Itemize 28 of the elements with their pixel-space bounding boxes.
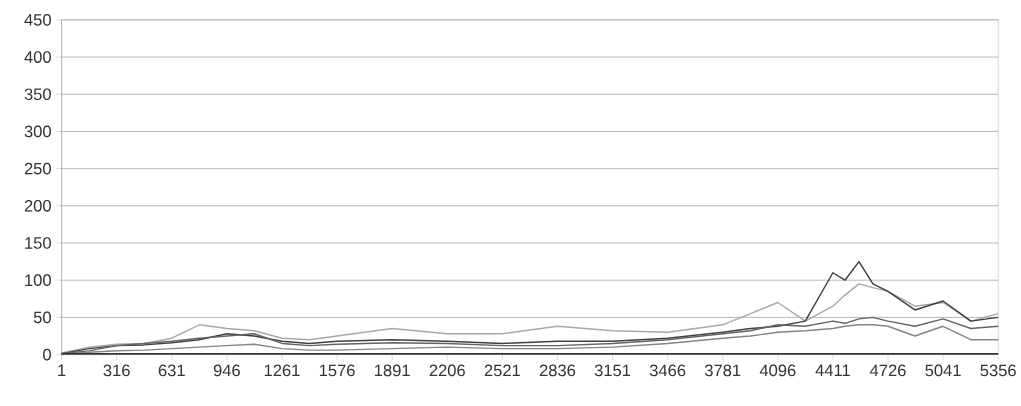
- x-tick-label: 631: [158, 364, 185, 377]
- x-tick-label: 2206: [429, 364, 465, 377]
- x-tick-label: 3151: [594, 364, 631, 377]
- y-tick-label: 350: [24, 88, 51, 100]
- x-tick-label: 1576: [319, 364, 355, 377]
- x-tick-label: 2836: [539, 364, 576, 377]
- x-tick-label: 4096: [759, 364, 796, 377]
- x-tick-label: 3466: [649, 364, 686, 377]
- x-tick-label: 4726: [869, 364, 906, 377]
- y-tick-label: 200: [24, 199, 51, 212]
- x-tick-label: 4411: [815, 364, 850, 376]
- y-tick-label: 150: [25, 237, 51, 249]
- x-tick-label: 946: [213, 364, 240, 377]
- x-tick-label: 1: [58, 364, 66, 376]
- x-tick-label: 1261: [264, 364, 300, 377]
- x-tick-label: 3781: [704, 364, 741, 377]
- x-tick-label: 5041: [925, 364, 961, 377]
- x-tick-label: 2521: [484, 364, 520, 377]
- y-tick-label: 50: [33, 311, 51, 324]
- y-tick-label: 450: [24, 13, 51, 26]
- y-tick-label: 0: [43, 348, 51, 361]
- y-tick-label: 400: [24, 51, 51, 63]
- y-tick-label: 300: [24, 125, 51, 138]
- x-tick-label: 316: [103, 364, 130, 377]
- y-tick-label: 250: [24, 162, 51, 175]
- y-tick-label: 100: [25, 274, 51, 286]
- x-tick-label: 5356: [980, 364, 1016, 377]
- x-tick-label: 1891: [375, 364, 410, 377]
